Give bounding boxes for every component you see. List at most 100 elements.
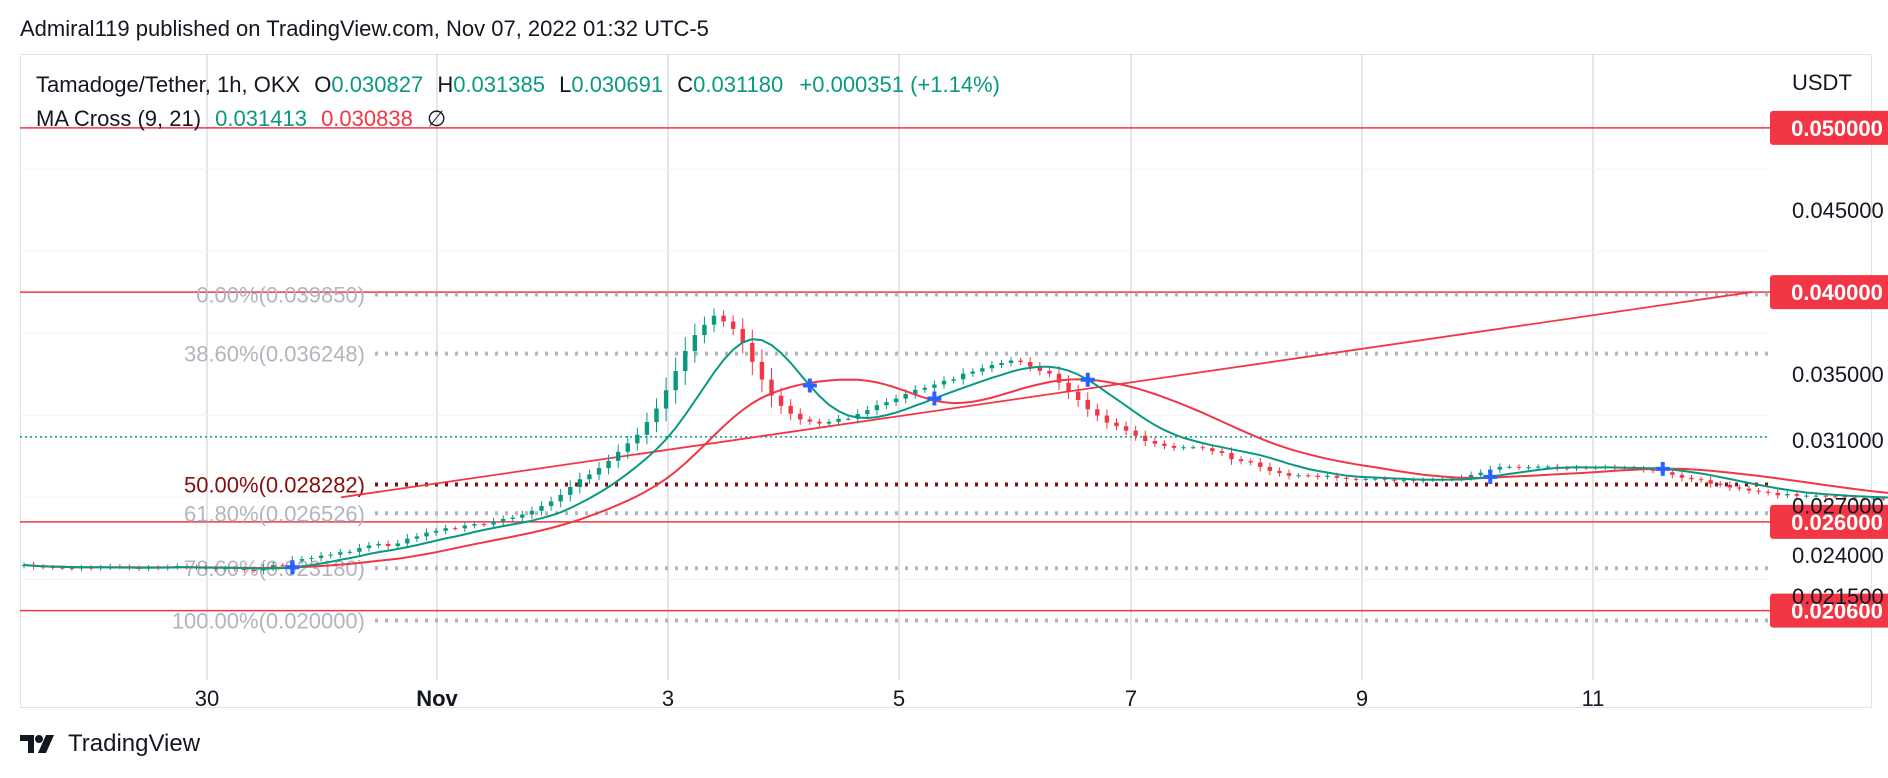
candle-body (1114, 422, 1119, 427)
fib-level-label: 100.00%(0.020000) (172, 608, 365, 633)
candle-body (960, 373, 966, 380)
candle-body (376, 543, 381, 546)
x-tick-label: 9 (1356, 686, 1368, 711)
candle-body (932, 384, 937, 388)
candle-body (1315, 475, 1320, 477)
candle-body (1353, 478, 1359, 480)
candle-body (1181, 447, 1186, 449)
candle-body (1075, 391, 1081, 400)
candle-body (1267, 466, 1273, 471)
candle-body (309, 558, 314, 560)
ma-legend: MA Cross (9, 21) 0.031413 0.030838 ∅ (36, 106, 446, 132)
candle-body (683, 351, 688, 372)
candle-body (769, 379, 774, 396)
candle-body (750, 342, 755, 362)
candle-body (989, 364, 995, 369)
candle-body (69, 567, 75, 569)
x-tick-label: 5 (893, 686, 905, 711)
candle-body (1085, 399, 1090, 410)
candle-body (1718, 483, 1723, 485)
x-tick-label: 30 (195, 686, 219, 711)
symbol-label[interactable]: Tamadoge/Tether, 1h, OKX (36, 72, 301, 97)
candle-body (414, 536, 420, 539)
candle-body (1219, 451, 1225, 453)
candle-body (1248, 461, 1253, 463)
footer-brand: TradingView (68, 730, 201, 757)
ma-fast-line (23, 338, 1888, 570)
change-value: +0.000351 (+1.14%) (799, 72, 1000, 97)
candle-body (1813, 495, 1819, 497)
candle-body (1871, 498, 1876, 500)
ascending-trendline (340, 291, 1753, 499)
candle-body (1171, 445, 1177, 448)
price-level-label: 0.040000 (1791, 280, 1883, 305)
candle-body (1190, 447, 1196, 449)
candle-body (1047, 370, 1052, 374)
candle-body (759, 361, 765, 380)
hide-indicator-icon[interactable]: ∅ (426, 106, 447, 131)
chart-frame (20, 54, 1872, 708)
candle-body (1545, 466, 1550, 468)
candle-body (338, 552, 343, 555)
candle-body (673, 371, 678, 391)
candle-body (941, 380, 947, 385)
candle-body (903, 394, 908, 399)
publisher-header: Admiral119 published on TradingView.com,… (20, 16, 709, 41)
candle-body (1698, 479, 1704, 481)
high-value: 0.031385 (453, 72, 545, 97)
candle-body (855, 414, 860, 419)
ma-indicator-label[interactable]: MA Cross (9, 21) (36, 106, 202, 131)
candle-body (1526, 467, 1531, 469)
candle-body (453, 528, 458, 530)
candle-body (1095, 409, 1100, 416)
candle-body (1296, 475, 1301, 477)
candle-body (692, 335, 698, 352)
candle-body (798, 413, 803, 420)
candle-body (510, 517, 515, 519)
candle-body (893, 398, 899, 403)
candle-body (481, 524, 487, 526)
candle-body (357, 548, 362, 552)
candle-body (1650, 469, 1656, 471)
candle-body (462, 525, 468, 529)
candle-body (1229, 452, 1234, 460)
candle-body (1708, 480, 1713, 484)
x-tick-label: Nov (416, 686, 458, 711)
candle-body (1028, 362, 1033, 367)
candle-body (970, 371, 975, 374)
candle-body (520, 514, 525, 518)
candle-body (1880, 498, 1886, 500)
x-tick-label: 11 (1582, 686, 1605, 711)
candle-body (980, 368, 985, 372)
candle-body (663, 390, 669, 409)
close-label: C (677, 72, 694, 97)
candle-body (558, 494, 563, 502)
low-value: 0.030691 (571, 72, 664, 97)
candle-body (1325, 475, 1330, 477)
candle-body (1804, 495, 1809, 497)
candle-body (826, 421, 832, 424)
tradingview-logo[interactable]: TradingView (20, 730, 200, 758)
candle-body (778, 395, 784, 406)
close-value: 0.031180 (693, 72, 784, 97)
candle-body (1516, 466, 1522, 468)
candle-body (1334, 475, 1340, 478)
candle-body (1794, 494, 1800, 496)
candle-body (1123, 426, 1129, 431)
price-level-tag (1770, 504, 1888, 539)
price-level-label: 0.050000 (1791, 116, 1883, 141)
price-level-label: 0.020600 (1791, 599, 1883, 624)
candle-body (1842, 496, 1848, 498)
candle-body (1258, 462, 1263, 467)
candle-body (1037, 366, 1043, 371)
candle-body (1162, 443, 1167, 446)
high-label: H (437, 72, 454, 97)
candle-body (721, 315, 726, 322)
candle-body (654, 408, 659, 423)
y-tick-label: 0.021500 (1792, 584, 1884, 609)
candle-body (1478, 472, 1483, 475)
candle-body (318, 555, 324, 559)
candle-body (740, 328, 745, 343)
candle-body (817, 421, 822, 424)
